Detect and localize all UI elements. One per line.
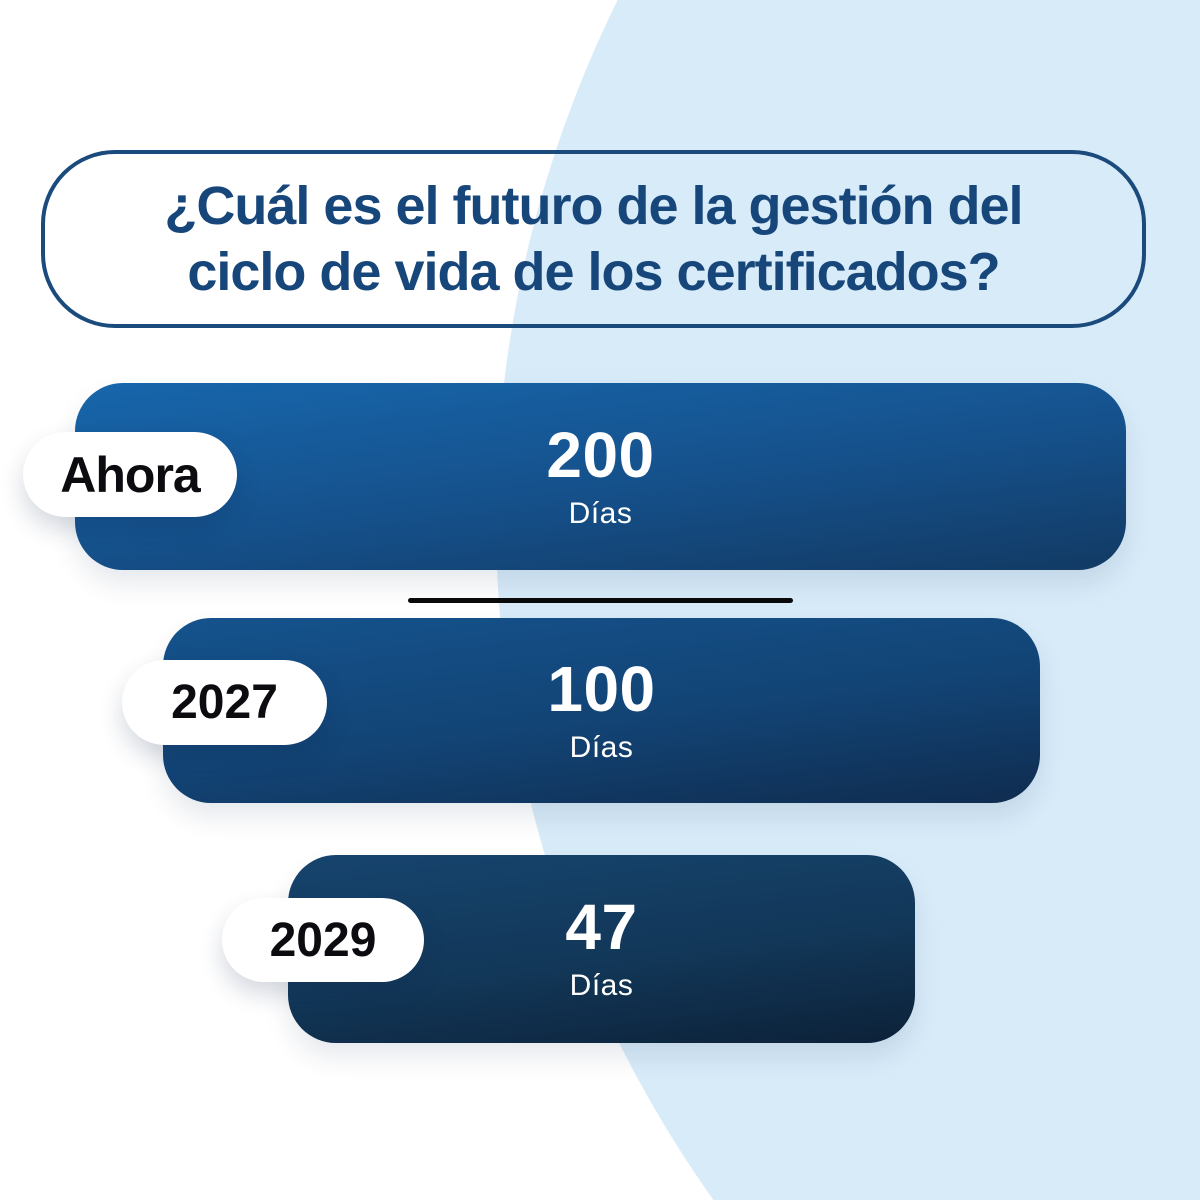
label-pill-ahora-text: Ahora — [60, 446, 200, 503]
bar-2029-value: 47 — [565, 891, 638, 963]
label-pill-2029: 2029 — [222, 898, 424, 982]
label-pill-2027-text: 2027 — [171, 676, 278, 729]
label-pill-ahora: Ahora — [23, 432, 237, 517]
label-pill-2029-text: 2029 — [269, 913, 377, 967]
bar-2029-unit: Días — [569, 969, 634, 1002]
divider-line — [408, 598, 793, 603]
bar-2027-unit: Días — [569, 730, 634, 764]
bar-ahora: 200 Días — [75, 383, 1126, 570]
bar-2027-value: 100 — [547, 652, 656, 725]
title-box: ¿Cuál es el futuro de la gestión del cic… — [41, 150, 1146, 328]
page-title-line-1: ¿Cuál es el futuro de la gestión del — [164, 176, 1023, 236]
bar-ahora-unit: Días — [568, 496, 633, 530]
label-pill-2027: 2027 — [122, 660, 327, 745]
page-title-line-2: ciclo de vida de los certificados? — [187, 242, 1000, 302]
bar-ahora-value: 200 — [546, 418, 655, 491]
